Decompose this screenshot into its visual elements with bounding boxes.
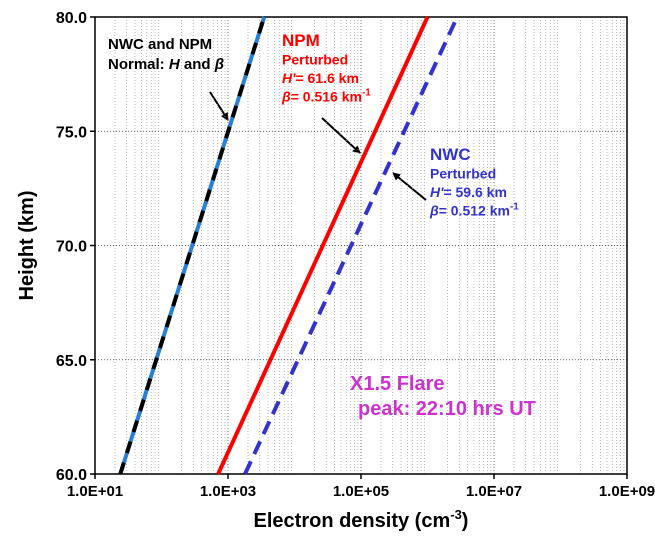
- annotation: H'= 59.6 km: [430, 184, 507, 200]
- x-axis-label-part: ): [462, 510, 469, 532]
- annotation: Perturbed: [430, 166, 496, 182]
- y-tick-label: 65.0: [56, 353, 87, 370]
- annotation: NWC: [430, 145, 471, 164]
- annotation: peak: 22:10 hrs UT: [358, 398, 536, 420]
- annotation-part: = 61.6 km: [295, 70, 358, 86]
- annotation: X1.5 Flare: [350, 373, 445, 395]
- arrow: [321, 117, 361, 154]
- annotation-part: β: [281, 89, 291, 105]
- annotation-part: and: [180, 56, 215, 73]
- annotation-part: X1.5 Flare: [350, 373, 445, 395]
- annotation: H'= 61.6 km: [282, 70, 359, 86]
- annotation-part: NWC and NPM: [108, 36, 212, 53]
- y-tick-label: 60.0: [56, 467, 87, 484]
- annotation-part: NPM: [282, 31, 320, 50]
- annotation-part: peak: 22:10 hrs UT: [358, 398, 536, 420]
- x-tick-label: 1.0E+03: [200, 483, 256, 500]
- y-tick-label: 75.0: [56, 124, 87, 141]
- x-axis-label-part: Electron density (cm: [254, 510, 451, 532]
- annotation-part: β: [214, 56, 224, 73]
- annotation-part: = 0.512 km: [439, 203, 510, 219]
- x-tick-label: 1.0E+09: [599, 483, 655, 500]
- x-tick-label: 1.0E+01: [67, 483, 123, 500]
- arrow: [392, 172, 427, 201]
- y-tick-label: 80.0: [56, 10, 87, 27]
- x-axis-label-part: -3: [450, 507, 462, 522]
- annotation-part: H: [169, 56, 181, 73]
- annotation-part: H': [430, 184, 444, 200]
- data-line: [243, 16, 460, 475]
- annotation-part: H': [282, 70, 296, 86]
- annotation-part: -1: [510, 202, 519, 213]
- annotation-part: NWC: [430, 145, 471, 164]
- annotation: Normal: H and β: [108, 56, 224, 73]
- annotation-part: Perturbed: [430, 166, 496, 182]
- arrow: [209, 91, 229, 121]
- plot-frame: [94, 16, 628, 475]
- y-axis-label: Height (km): [16, 191, 38, 301]
- annotation: NPM: [282, 31, 320, 50]
- annotation-part: = 0.516 km: [291, 89, 362, 105]
- data-line: [216, 16, 430, 475]
- annotation: Perturbed: [282, 52, 348, 68]
- x-axis-label: Electron density (cm-3): [254, 507, 469, 532]
- annotation-part: -1: [362, 88, 371, 99]
- annotation: β= 0.516 km-1: [281, 88, 371, 105]
- annotation: NWC and NPM: [108, 36, 212, 53]
- x-tick-label: 1.0E+07: [466, 483, 522, 500]
- annotation-part: = 59.6 km: [443, 184, 506, 200]
- data-line-dash: [118, 16, 267, 475]
- x-tick-label: 1.0E+05: [333, 483, 389, 500]
- annotation: β= 0.512 km-1: [429, 202, 519, 219]
- annotation-part: Normal:: [108, 56, 169, 73]
- annotation-part: Perturbed: [282, 52, 348, 68]
- y-tick-label: 70.0: [56, 239, 87, 256]
- annotation-part: β: [429, 203, 439, 219]
